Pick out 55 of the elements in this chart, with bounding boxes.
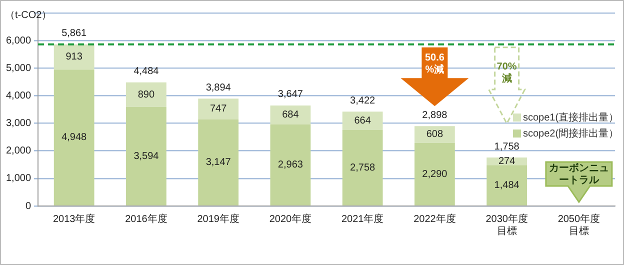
data-label: 1,484 — [494, 180, 520, 191]
data-label: 4,948 — [62, 132, 88, 144]
x-tick-label: 2021年度 — [341, 212, 384, 225]
data-label: 747 — [210, 104, 228, 115]
y-tick-label: 4,000 — [6, 90, 32, 102]
y-tick-label: 3,000 — [6, 118, 32, 130]
x-tick-label: 2050年度目標 — [558, 212, 600, 237]
data-label: 3,147 — [206, 157, 232, 168]
y-tick-label: 6,000 — [6, 35, 32, 46]
x-tick-label: 2016年度 — [125, 212, 168, 225]
data-label: 664 — [354, 116, 372, 127]
y-tick-label: 1,000 — [6, 173, 32, 184]
y-axis-title: （t-CO2） — [5, 10, 52, 21]
bar — [414, 142, 455, 206]
annotation: カーボンニュートラル — [548, 162, 609, 186]
legend-label: scope2(間接排出量） — [523, 127, 619, 140]
annotation: 70%減 — [496, 61, 517, 84]
data-label: 2,290 — [422, 168, 448, 180]
y-tick-label: 5,000 — [6, 62, 32, 74]
y-tick-label: 0 — [25, 200, 32, 212]
y-tick-label: 2,000 — [6, 146, 32, 157]
x-tick-label: 2013年度 — [52, 212, 96, 225]
bar — [126, 106, 166, 206]
total-label: 4,484 — [134, 66, 160, 78]
bar — [270, 124, 311, 206]
bar — [342, 112, 383, 130]
data-label: 2,758 — [350, 162, 376, 174]
bar — [486, 165, 528, 206]
annotation: 50.6%減 — [424, 52, 445, 76]
bar — [126, 82, 166, 107]
x-tick-label: 2030年度目標 — [486, 212, 528, 237]
bar — [342, 130, 383, 206]
total-label: 3,647 — [278, 89, 304, 100]
x-tick-label: 2020年度 — [269, 212, 312, 225]
x-tick-label: 2019年度 — [197, 212, 240, 225]
data-label: 684 — [282, 110, 300, 121]
data-label: 890 — [138, 89, 155, 100]
total-label: 2,898 — [422, 110, 448, 121]
data-label: 274 — [498, 156, 516, 168]
bar — [414, 126, 455, 143]
data-label: 608 — [426, 129, 444, 140]
bar — [54, 44, 94, 70]
bar — [198, 98, 239, 120]
total-label: 3,894 — [206, 82, 232, 94]
x-tick-label: 2022年度 — [414, 212, 456, 225]
bar — [54, 70, 94, 206]
data-label: 913 — [66, 52, 83, 63]
bar — [270, 105, 311, 124]
bar — [198, 119, 239, 206]
total-label: 5,861 — [62, 28, 88, 40]
total-label: 3,422 — [350, 95, 376, 106]
data-label: 2,963 — [278, 160, 304, 171]
total-label: 1,758 — [494, 141, 520, 152]
data-label: 3,594 — [134, 150, 160, 162]
legend-label: scope1(直接排出量） — [523, 111, 619, 124]
